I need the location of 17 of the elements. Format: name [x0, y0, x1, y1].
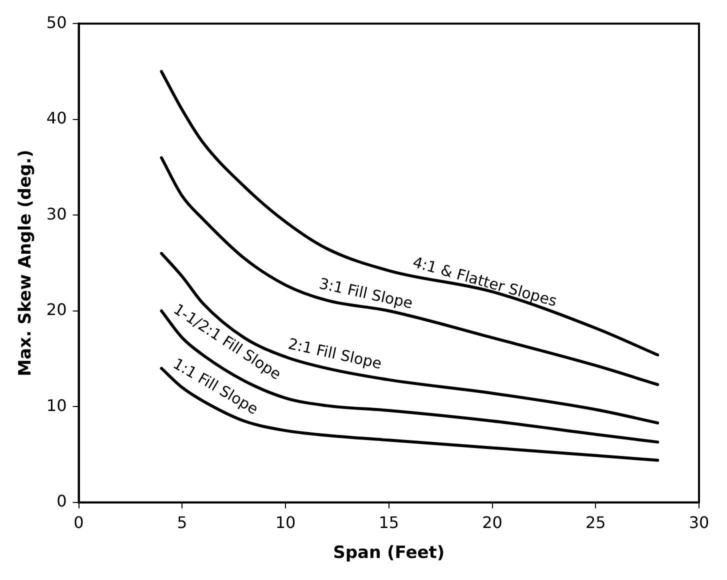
text: 2:1 Fill Slope: [286, 334, 384, 373]
line-series: [160, 252, 660, 424]
y-tick-label: 10: [46, 396, 67, 415]
y-tick-label: 20: [46, 300, 67, 320]
y-tick-label: 50: [46, 12, 67, 32]
y-tick-label: 30: [46, 204, 67, 224]
y-tick-label: 40: [46, 108, 67, 128]
y-axis-title: Max. Skew Angle (deg.): [16, 150, 36, 376]
x-tick-label: 30: [688, 513, 710, 532]
x-axis-title: Span (Feet): [333, 543, 445, 564]
x-tick-label: 0: [74, 513, 84, 532]
x-tick-label: 20: [482, 513, 502, 532]
y-tick-label: 0: [56, 492, 67, 511]
x-tick-label: 25: [585, 513, 606, 532]
x-tick-label: 5: [177, 513, 188, 532]
x-tick-label: 15: [378, 513, 400, 532]
x-tick-label: 10: [275, 513, 296, 532]
